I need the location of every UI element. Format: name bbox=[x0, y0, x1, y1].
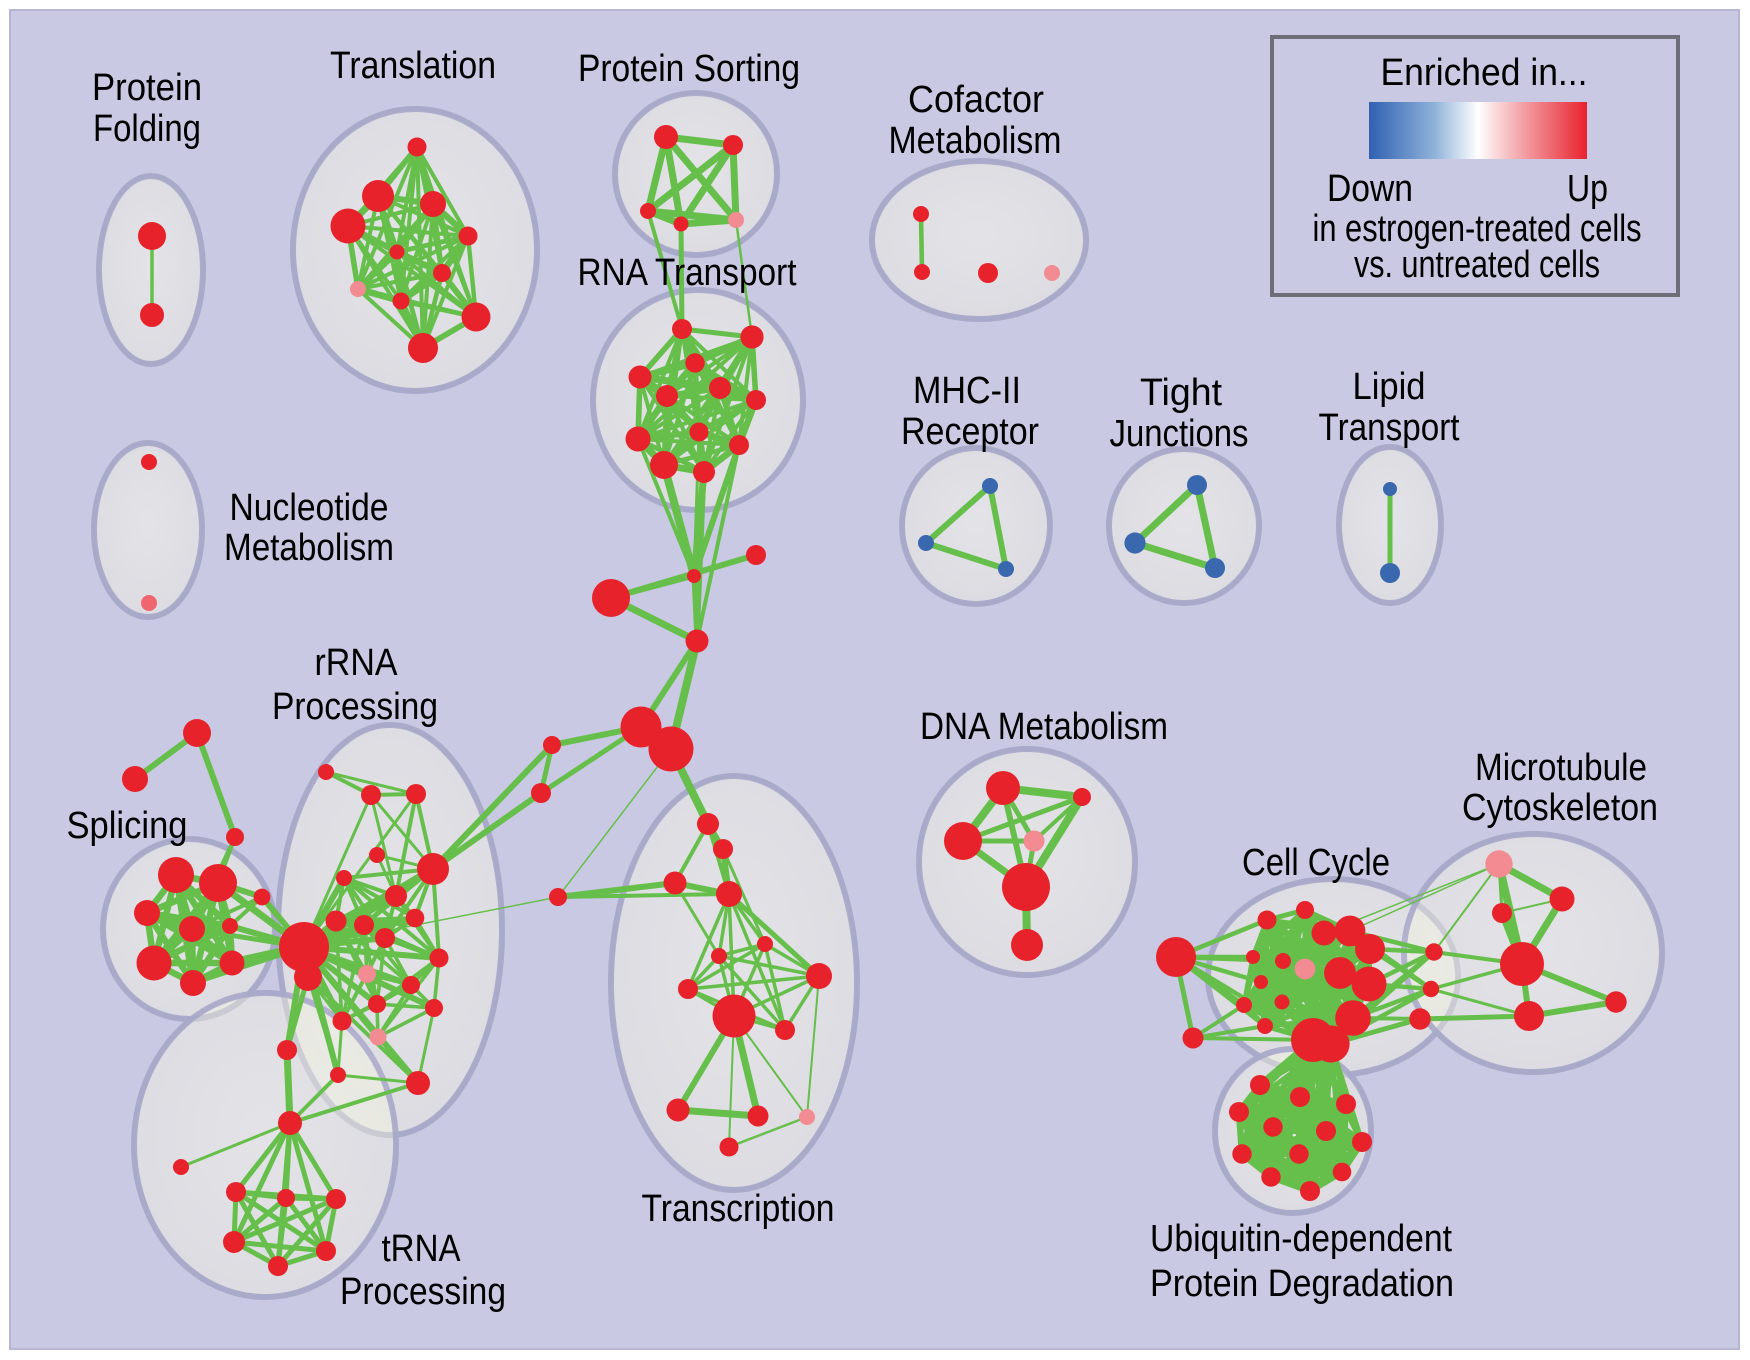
svg-text:Transcription: Transcription bbox=[642, 1188, 835, 1230]
svg-text:Receptor: Receptor bbox=[901, 411, 1039, 453]
svg-text:tRNA: tRNA bbox=[382, 1228, 462, 1270]
svg-text:RNA Transport: RNA Transport bbox=[578, 252, 797, 294]
svg-text:MHC-II: MHC-II bbox=[913, 370, 1021, 412]
svg-text:Cell Cycle: Cell Cycle bbox=[1242, 842, 1390, 884]
svg-text:Cofactor: Cofactor bbox=[908, 79, 1044, 121]
svg-text:Splicing: Splicing bbox=[67, 805, 188, 847]
svg-text:Protein Sorting: Protein Sorting bbox=[578, 48, 800, 90]
svg-text:Translation: Translation bbox=[330, 45, 496, 87]
svg-text:vs. untreated cells: vs. untreated cells bbox=[1354, 244, 1600, 286]
svg-text:Folding: Folding bbox=[93, 108, 201, 150]
svg-text:Tight: Tight bbox=[1140, 372, 1222, 414]
svg-text:Down: Down bbox=[1327, 168, 1413, 210]
svg-text:Processing: Processing bbox=[340, 1271, 506, 1313]
svg-text:in estrogen-treated cells: in estrogen-treated cells bbox=[1313, 208, 1642, 250]
svg-text:Junctions: Junctions bbox=[1110, 413, 1249, 455]
svg-text:Enriched in...: Enriched in... bbox=[1381, 52, 1588, 94]
svg-text:Lipid: Lipid bbox=[1353, 366, 1426, 408]
svg-text:Protein Degradation: Protein Degradation bbox=[1150, 1263, 1454, 1305]
svg-text:Protein: Protein bbox=[92, 67, 202, 109]
svg-text:Up: Up bbox=[1567, 168, 1608, 210]
svg-text:Cytoskeleton: Cytoskeleton bbox=[1462, 787, 1658, 829]
svg-text:Transport: Transport bbox=[1319, 407, 1460, 449]
svg-text:Processing: Processing bbox=[272, 686, 438, 728]
svg-text:Ubiquitin-dependent: Ubiquitin-dependent bbox=[1150, 1218, 1452, 1260]
svg-text:Microtubule: Microtubule bbox=[1475, 747, 1647, 789]
svg-text:Nucleotide: Nucleotide bbox=[230, 487, 389, 529]
svg-text:Metabolism: Metabolism bbox=[224, 527, 394, 569]
svg-text:rRNA: rRNA bbox=[315, 642, 399, 684]
svg-text:Metabolism: Metabolism bbox=[889, 120, 1062, 162]
svg-text:DNA Metabolism: DNA Metabolism bbox=[920, 706, 1168, 748]
